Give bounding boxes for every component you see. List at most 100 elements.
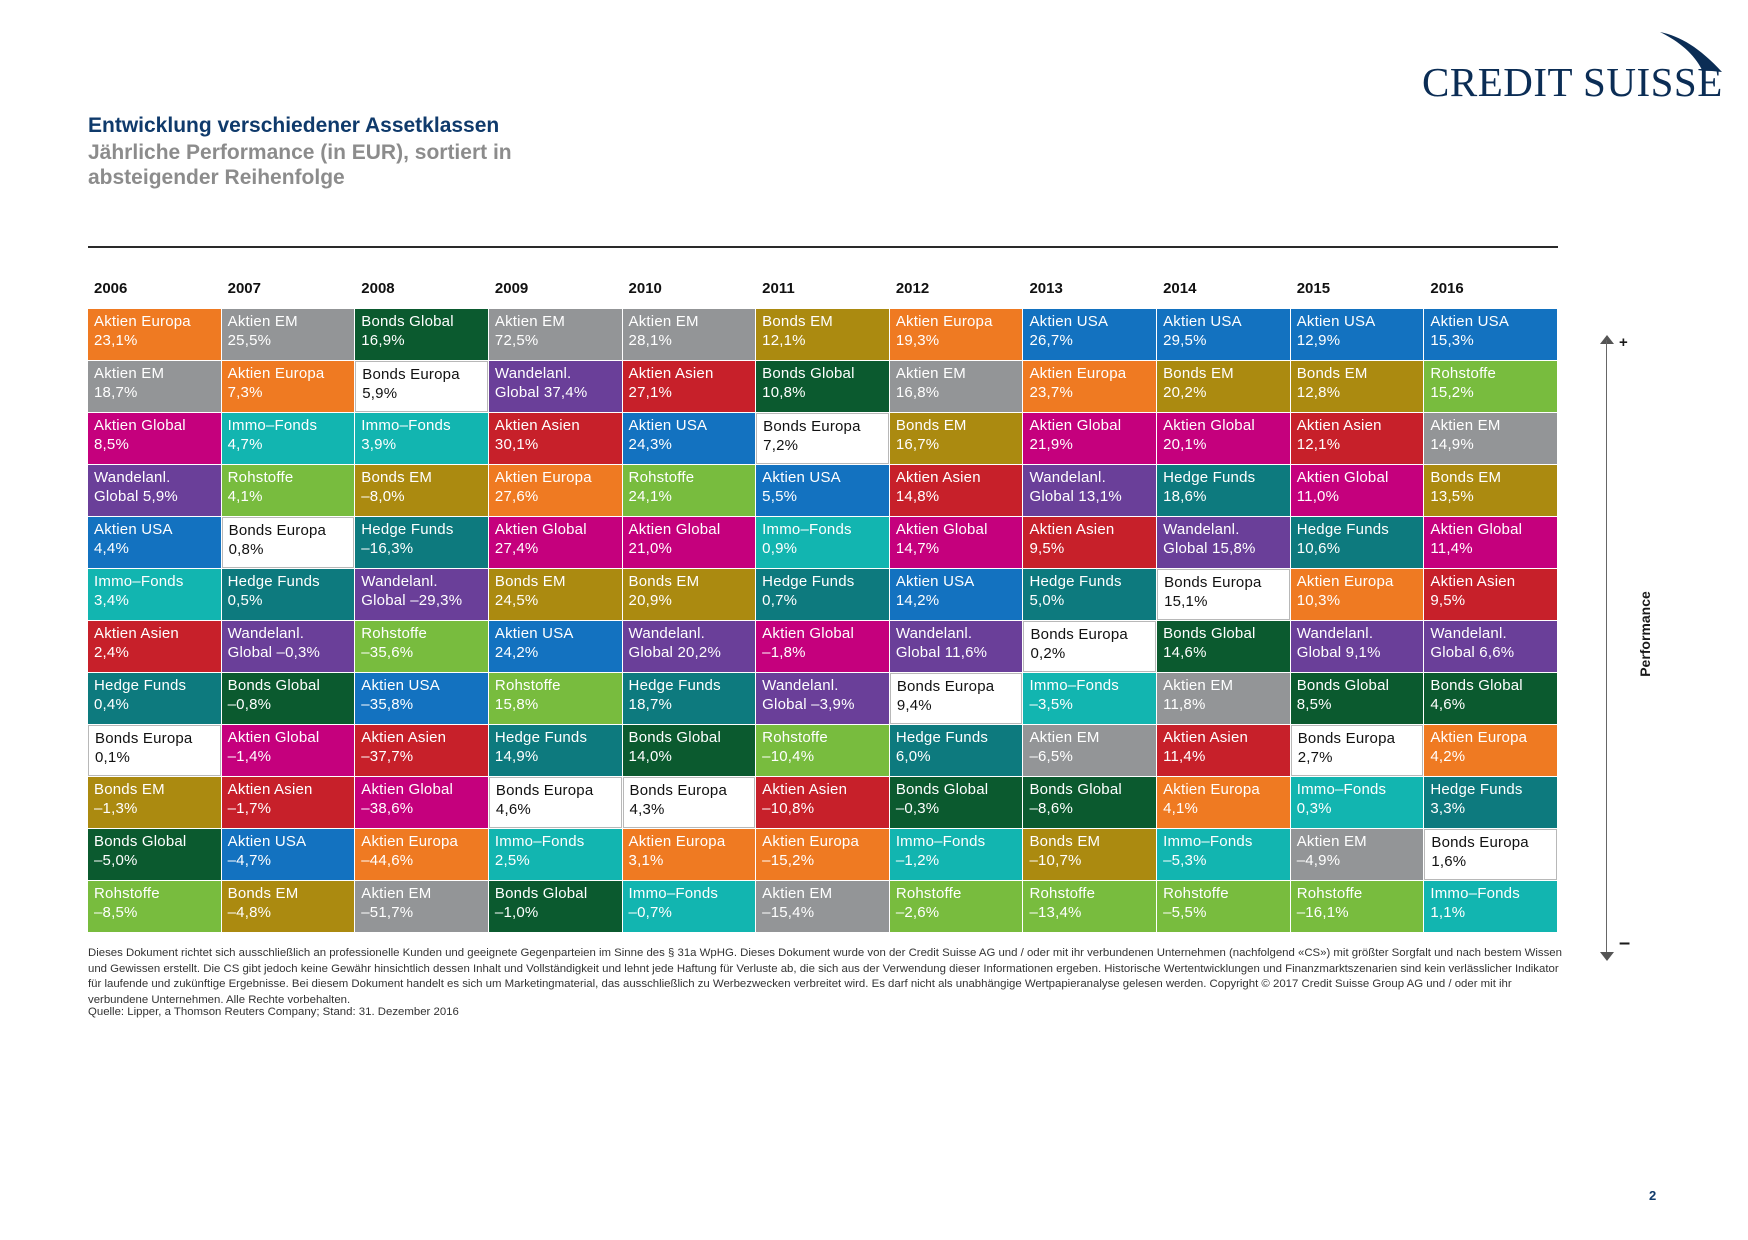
asset-name: Aktien Asien: [94, 625, 179, 642]
asset-return: 11,8%: [1163, 696, 1206, 713]
asset-name: Bonds Global: [227, 677, 321, 694]
asset-name: Aktien EM: [361, 885, 432, 902]
asset-name: Aktien Asien: [227, 781, 313, 798]
asset-cell: Bonds EM –8,0%: [355, 465, 488, 516]
asset-name: Aktien Europa: [1296, 573, 1394, 590]
asset-name: Bonds EM: [1163, 365, 1234, 382]
asset-cell: Hedge Funds 14,9%: [488, 725, 622, 776]
asset-return: 14,6%: [1163, 644, 1207, 661]
asset-name: Bonds Europa: [495, 782, 594, 799]
asset-return: 0,8%: [228, 541, 264, 558]
asset-return: 11,0%: [1296, 488, 1340, 505]
asset-cell: Wandelanl. Global 37,4%: [488, 361, 622, 412]
asset-cell: Aktien EM 72,5%: [488, 309, 622, 360]
asset-cell: Hedge Funds 18,6%: [1157, 465, 1290, 516]
asset-cell: Immo–Fonds 0,3%: [1290, 777, 1424, 828]
asset-cell: Hedge Funds 3,3%: [1424, 777, 1557, 828]
asset-cell: Aktien Global 8,5%: [88, 413, 221, 464]
asset-return: –8,0%: [361, 488, 405, 505]
asset-name: Aktien USA: [1430, 313, 1510, 330]
asset-cell: Aktien Europa 23,7%: [1023, 361, 1157, 412]
asset-name: Aktien Asien: [628, 365, 714, 382]
asset-name: Bonds Europa: [95, 730, 193, 747]
asset-name: Bonds EM: [1430, 469, 1502, 486]
asset-name: Hedge Funds: [94, 677, 187, 694]
asset-name: Aktien USA: [494, 625, 574, 642]
asset-cell: Aktien EM 14,9%: [1424, 413, 1557, 464]
asset-return: –16,1%: [1296, 904, 1349, 921]
asset-name: Aktien Asien: [361, 729, 447, 746]
asset-name: Immo–Fonds: [762, 521, 852, 538]
asset-cell: Rohstoffe –8,5%: [88, 881, 221, 932]
asset-return: 1,6%: [1431, 853, 1467, 870]
asset-cell: Aktien Asien –10,8%: [756, 777, 889, 828]
asset-cell: Bonds Global 16,9%: [355, 309, 488, 360]
asset-cell: Aktien USA 29,5%: [1157, 309, 1290, 360]
asset-return: 12,8%: [1296, 384, 1341, 401]
asset-cell: Aktien Asien 27,1%: [622, 361, 756, 412]
asset-cell: Aktien USA 15,3%: [1424, 309, 1557, 360]
asset-return: 28,1%: [628, 332, 673, 349]
asset-name: Aktien Global: [227, 729, 320, 746]
asset-name: Aktien Global: [494, 521, 587, 538]
asset-return: 0,3%: [1296, 800, 1332, 817]
asset-cell: Hedge Funds 0,7%: [756, 569, 889, 620]
asset-name: Aktien USA: [94, 521, 173, 538]
asset-return: –0,7%: [628, 904, 673, 921]
asset-name: Aktien USA: [1029, 313, 1109, 330]
asset-name: Aktien EM: [628, 313, 699, 330]
asset-cell: Hedge Funds 0,5%: [221, 569, 355, 620]
asset-return: 6,0%: [895, 748, 931, 765]
asset-cell: Bonds EM –4,8%: [221, 881, 355, 932]
asset-name: Wandelanl.: [1029, 469, 1106, 486]
asset-return: 13,5%: [1430, 488, 1474, 505]
asset-name: Rohstoffe: [895, 885, 962, 902]
year-label-2015: 2015: [1296, 280, 1331, 297]
asset-return: –1,4%: [227, 748, 272, 765]
asset-cell: Bonds EM –1,3%: [88, 777, 221, 828]
asset-cell: Bonds Global 14,0%: [622, 725, 756, 776]
asset-name: Wandelanl.: [361, 573, 438, 590]
asset-cell: Aktien USA 14,2%: [889, 569, 1023, 620]
asset-name: Bonds EM: [628, 573, 700, 590]
asset-name: Aktien Global: [1163, 417, 1255, 434]
asset-cell: Aktien USA 24,2%: [488, 621, 622, 672]
asset-cell: Bonds Global –1,0%: [488, 881, 622, 932]
asset-cell: Aktien Global –1,8%: [756, 621, 889, 672]
asset-return: Global –29,3%: [361, 592, 463, 609]
asset-cell: Aktien USA –35,8%: [355, 673, 488, 724]
asset-name: Aktien Asien: [1163, 729, 1249, 746]
asset-return: 7,3%: [227, 384, 263, 401]
asset-return: 3,1%: [628, 852, 664, 869]
asset-return: 23,7%: [1029, 384, 1073, 401]
asset-cell: Aktien Global 21,9%: [1023, 413, 1157, 464]
asset-cell: Hedge Funds 10,6%: [1290, 517, 1424, 568]
asset-name: Wandelanl.: [1430, 625, 1507, 642]
asset-return: 8,5%: [94, 436, 129, 453]
asset-name: Hedge Funds: [1163, 469, 1256, 486]
asset-return: 0,2%: [1030, 645, 1066, 662]
asset-cell: Bonds Global 8,5%: [1290, 673, 1424, 724]
asset-name: Bonds Europa: [763, 418, 861, 435]
asset-return: 10,3%: [1296, 592, 1341, 609]
asset-name: Rohstoffe: [361, 625, 427, 642]
asset-name: Rohstoffe: [1296, 885, 1363, 902]
asset-name: Aktien Asien: [494, 417, 580, 434]
asset-return: –10,4%: [762, 748, 815, 765]
asset-cell: Aktien EM 11,8%: [1157, 673, 1290, 724]
asset-name: Wandelanl.: [628, 625, 706, 642]
asset-cell: Wandelanl. Global 9,1%: [1290, 621, 1424, 672]
asset-return: –15,4%: [762, 904, 815, 921]
asset-cell: Bonds Europa 1,6%: [1424, 829, 1557, 880]
asset-cell: Rohstoffe 15,2%: [1424, 361, 1557, 412]
asset-cell: Aktien Asien 9,5%: [1023, 517, 1157, 568]
asset-return: 5,0%: [1029, 592, 1065, 609]
asset-return: Global –3,9%: [762, 696, 855, 713]
performance-axis: [1606, 340, 1607, 952]
asset-cell: Aktien USA 12,9%: [1290, 309, 1424, 360]
asset-return: –51,7%: [361, 904, 414, 921]
asset-name: Immo–Fonds: [1029, 677, 1119, 694]
year-label-2012: 2012: [895, 280, 930, 297]
asset-name: Bonds Europa: [896, 678, 995, 695]
asset-name: Bonds Global: [1029, 781, 1122, 798]
